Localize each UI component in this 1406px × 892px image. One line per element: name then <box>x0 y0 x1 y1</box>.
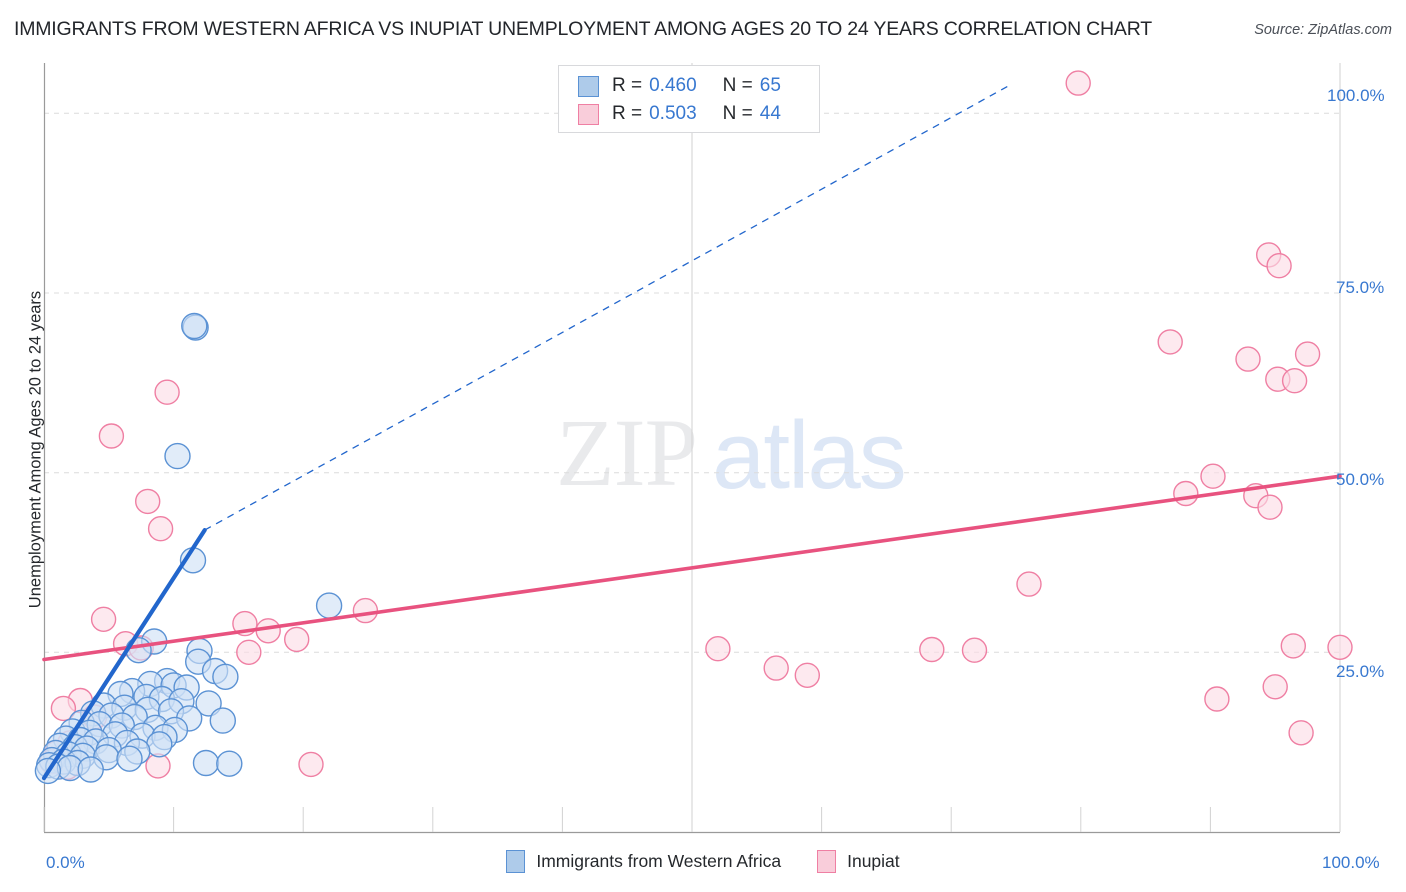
axis-lines <box>43 63 1340 834</box>
n-value-pink: 44 <box>759 103 781 124</box>
legend-swatch-blue-icon <box>578 75 599 97</box>
series-swatch-blue-icon <box>506 850 526 873</box>
y-tick-label-25: 25.0% <box>1336 662 1385 681</box>
stats-legend-row-pink: R = 0.503 N = 44 <box>578 100 781 128</box>
page-title: IMMIGRANTS FROM WESTERN AFRICA VS INUPIA… <box>14 18 1152 40</box>
series-legend-item-inupiat[interactable]: Inupiat <box>817 850 900 873</box>
gridlines <box>44 112 1340 653</box>
r-label-pink: R = <box>612 103 643 124</box>
series-label-western-africa: Immigrants from Western Africa <box>536 851 782 871</box>
trendline-western-africa <box>41 84 1012 781</box>
n-label-pink: N = <box>722 103 753 124</box>
legend-swatch-pink-icon <box>578 103 599 125</box>
series-legend: Immigrants from Western Africa Inupiat <box>0 850 1406 873</box>
stats-legend: R = 0.460 N = 65 R = 0.503 N = 44 <box>558 65 820 133</box>
trendline-inupiat <box>42 474 1342 662</box>
y-tick-label-100: 100.0% <box>1327 86 1385 105</box>
y-axis-title: Unemployment Among Ages 20 to 24 years <box>26 290 45 609</box>
n-value-blue: 65 <box>759 75 781 96</box>
n-label-blue: N = <box>722 75 753 96</box>
stats-legend-row-blue: R = 0.460 N = 65 <box>578 72 781 100</box>
source-label: Source: ZipAtlas.com <box>1254 22 1392 38</box>
x-axis-ticks <box>43 63 1341 832</box>
series-legend-item-western-africa[interactable]: Immigrants from Western Africa <box>506 850 781 873</box>
x-tick-label-max: 100.0% <box>1322 853 1380 872</box>
series-label-inupiat: Inupiat <box>847 851 900 871</box>
r-value-pink: 0.503 <box>649 103 697 124</box>
scatter-points-western-africa <box>34 312 343 785</box>
x-tick-label-min: 0.0% <box>46 853 85 872</box>
series-swatch-pink-icon <box>817 850 837 873</box>
y-tick-label-50: 50.0% <box>1336 470 1385 489</box>
r-label-blue: R = <box>612 75 643 96</box>
r-value-blue: 0.460 <box>649 75 697 96</box>
y-tick-label-75: 75.0% <box>1336 278 1385 297</box>
